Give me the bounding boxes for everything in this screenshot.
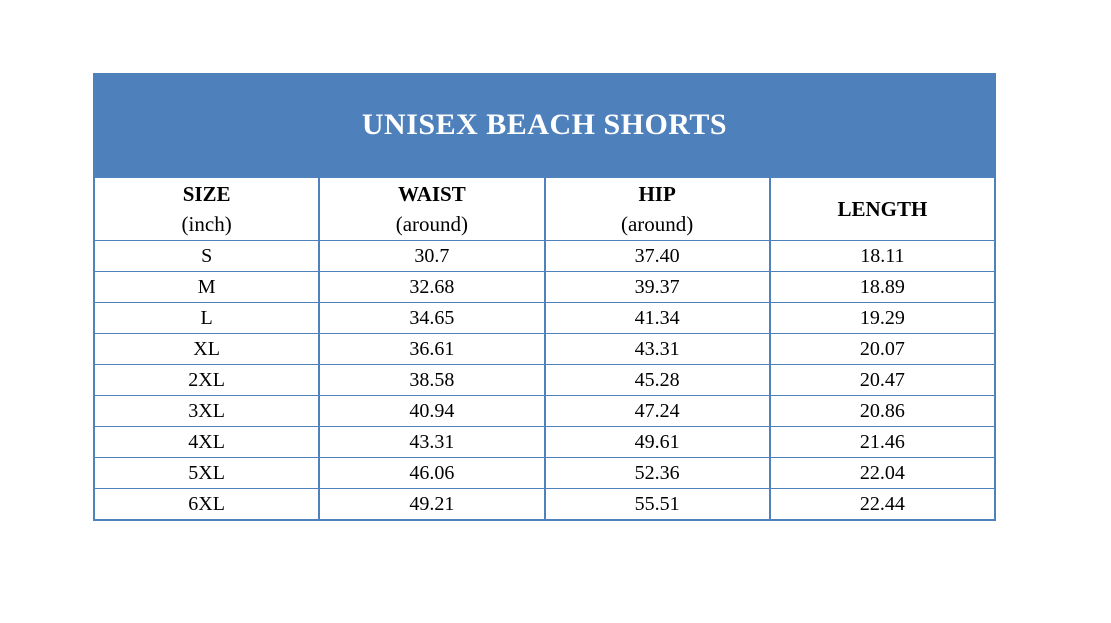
length-cell: 21.46: [768, 426, 997, 458]
size-cell: 3XL: [92, 395, 321, 427]
length-cell: 19.29: [768, 302, 997, 334]
size-chart: UNISEX BEACH SHORTS SIZE (inch) WAIST (a…: [92, 73, 997, 521]
title-band: UNISEX BEACH SHORTS: [93, 73, 996, 176]
table-row: S 30.7 37.40 18.11: [92, 240, 997, 272]
table-row: 6XL 49.21 55.51 22.44: [92, 488, 997, 521]
size-cell: 2XL: [92, 364, 321, 396]
length-cell: 20.47: [768, 364, 997, 396]
size-table-header: SIZE (inch) WAIST (around) HIP (around) …: [92, 176, 997, 241]
column-header-waist: WAIST (around): [318, 176, 546, 241]
size-cell: S: [92, 240, 321, 272]
waist-cell: 43.31: [318, 426, 546, 458]
waist-cell: 32.68: [318, 271, 546, 303]
hip-cell: 52.36: [543, 457, 771, 489]
column-header-waist-name: WAIST: [398, 182, 466, 206]
column-header-size: SIZE (inch): [92, 176, 321, 241]
hip-cell: 39.37: [543, 271, 771, 303]
hip-cell: 49.61: [543, 426, 771, 458]
table-row: 5XL 46.06 52.36 22.04: [92, 457, 997, 489]
page-title: UNISEX BEACH SHORTS: [361, 107, 728, 141]
waist-cell: 36.61: [318, 333, 546, 365]
column-header-size-name: SIZE: [182, 182, 231, 206]
waist-cell: 49.21: [318, 488, 546, 521]
size-cell: 4XL: [92, 426, 321, 458]
hip-cell: 43.31: [543, 333, 771, 365]
column-header-hip-sub: (around): [620, 212, 694, 236]
column-header-size-sub: (inch): [181, 212, 232, 236]
hip-cell: 41.34: [543, 302, 771, 334]
table-row: XL 36.61 43.31 20.07: [92, 333, 997, 365]
size-cell: 6XL: [92, 488, 321, 521]
hip-cell: 37.40: [543, 240, 771, 272]
hip-cell: 45.28: [543, 364, 771, 396]
length-cell: 18.89: [768, 271, 997, 303]
table-row: 4XL 43.31 49.61 21.46: [92, 426, 997, 458]
size-cell: L: [92, 302, 321, 334]
table-row: 2XL 38.58 45.28 20.47: [92, 364, 997, 396]
waist-cell: 34.65: [318, 302, 546, 334]
table-row: 3XL 40.94 47.24 20.86: [92, 395, 997, 427]
waist-cell: 38.58: [318, 364, 546, 396]
waist-cell: 40.94: [318, 395, 546, 427]
size-table-body: S 30.7 37.40 18.11 M 32.68 39.37 18.89 L…: [92, 240, 997, 521]
size-cell: 5XL: [92, 457, 321, 489]
size-cell: M: [92, 271, 321, 303]
column-header-hip-name: HIP: [638, 182, 676, 206]
table-row: M 32.68 39.37 18.89: [92, 271, 997, 303]
hip-cell: 47.24: [543, 395, 771, 427]
column-header-hip: HIP (around): [543, 176, 771, 241]
column-header-waist-sub: (around): [395, 212, 469, 236]
hip-cell: 55.51: [543, 488, 771, 521]
column-header-length-name: LENGTH: [837, 197, 928, 221]
length-cell: 22.44: [768, 488, 997, 521]
size-cell: XL: [92, 333, 321, 365]
size-table: SIZE (inch) WAIST (around) HIP (around) …: [92, 176, 997, 521]
length-cell: 20.07: [768, 333, 997, 365]
length-cell: 20.86: [768, 395, 997, 427]
length-cell: 22.04: [768, 457, 997, 489]
table-row: L 34.65 41.34 19.29: [92, 302, 997, 334]
waist-cell: 30.7: [318, 240, 546, 272]
length-cell: 18.11: [768, 240, 997, 272]
waist-cell: 46.06: [318, 457, 546, 489]
column-header-length: LENGTH: [768, 176, 997, 241]
header-row: SIZE (inch) WAIST (around) HIP (around) …: [92, 176, 997, 241]
